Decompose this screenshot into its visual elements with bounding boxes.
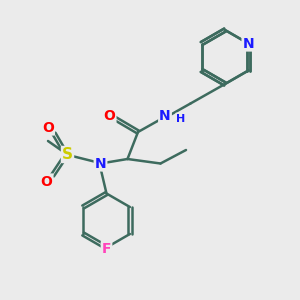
Text: H: H bbox=[176, 113, 185, 124]
Text: N: N bbox=[243, 37, 254, 50]
Text: O: O bbox=[42, 121, 54, 134]
Text: O: O bbox=[40, 175, 52, 188]
Text: F: F bbox=[102, 242, 111, 256]
Text: O: O bbox=[103, 109, 116, 122]
Text: N: N bbox=[95, 157, 106, 170]
Text: N: N bbox=[159, 109, 171, 122]
Text: S: S bbox=[62, 147, 73, 162]
